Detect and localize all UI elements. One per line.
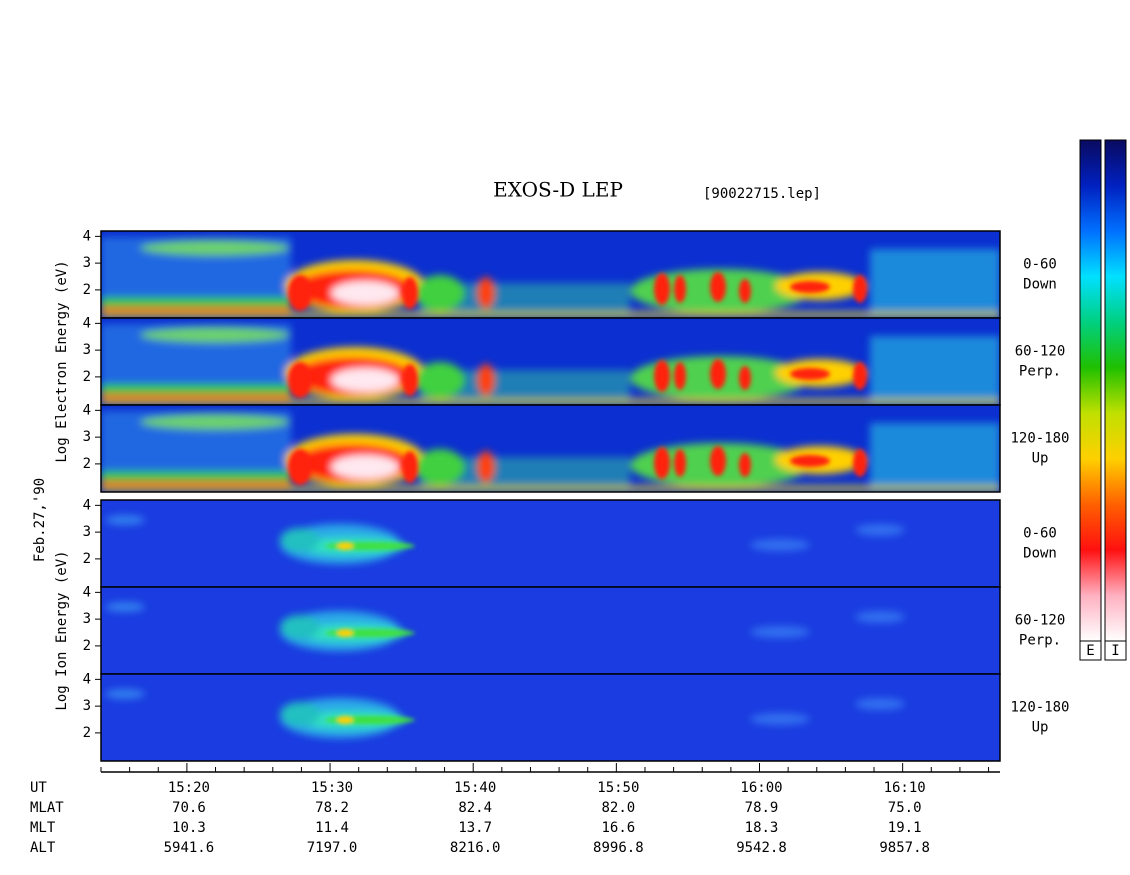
panel-label: Up [1032, 451, 1049, 467]
colorbar-label: I [1111, 643, 1119, 659]
orbit-value: 75.0 [888, 800, 922, 816]
date-label: Feb.27,'90 [32, 478, 48, 562]
y-tick-label: 3 [83, 255, 91, 271]
orbit-row-label: MLT [30, 820, 56, 836]
panel-label: 0-60 [1023, 526, 1057, 542]
panel-frame [100, 404, 1001, 493]
panel-label: 120-180 [1010, 700, 1069, 716]
y-tick-label: 2 [83, 551, 91, 567]
y-tick-label: 2 [83, 725, 91, 741]
orbit-row-label: ALT [30, 840, 56, 856]
x-tick-label: 15:30 [311, 780, 353, 796]
panel-label: Down [1023, 546, 1057, 562]
panel-label: 120-180 [1010, 431, 1069, 447]
spectrogram-panel [101, 231, 1000, 318]
y-tick-label: 4 [83, 497, 91, 513]
y-tick-label: 3 [83, 611, 91, 627]
colorbar-label-box [1104, 640, 1127, 661]
y-tick-label: 4 [83, 671, 91, 687]
spectrogram-panel [101, 587, 1000, 674]
orbit-value: 13.7 [458, 820, 492, 836]
y-tick-label: 2 [83, 638, 91, 654]
orbit-value: 78.9 [745, 800, 779, 816]
y-tick-label: 2 [83, 282, 91, 298]
spectrogram-panel [101, 318, 1000, 405]
y-axis-label: Log Ion Energy (eV) [54, 550, 70, 710]
orbit-value: 70.6 [172, 800, 206, 816]
y-tick-label: 4 [83, 315, 91, 331]
orbit-row-label: MLAT [30, 800, 64, 816]
orbit-value: 8216.0 [450, 840, 501, 856]
x-tick-label: 15:20 [168, 780, 210, 796]
colorbar-label: E [1086, 643, 1094, 659]
orbit-value: 18.3 [745, 820, 779, 836]
y-tick-label: 2 [83, 369, 91, 385]
panel-label: 60-120 [1015, 344, 1066, 360]
colorbar-label-box [1079, 640, 1102, 661]
panel-label: 60-120 [1015, 613, 1066, 629]
y-tick-label: 4 [83, 584, 91, 600]
spectrogram-panel [101, 674, 1000, 761]
orbit-value: 11.4 [315, 820, 349, 836]
file-label: [90022715.lep] [703, 186, 821, 202]
orbit-value: 7197.0 [307, 840, 358, 856]
y-axis-label: Log Electron Energy (eV) [54, 260, 70, 462]
y-tick-label: 3 [83, 429, 91, 445]
y-tick-label: 2 [83, 456, 91, 472]
chart-title: EXOS-D LEP [493, 178, 623, 202]
spectrogram-panel [101, 405, 1000, 492]
orbit-value: 10.3 [172, 820, 206, 836]
x-tick-label: 15:40 [454, 780, 496, 796]
panel-label: Down [1023, 277, 1057, 293]
colorbar [1079, 139, 1102, 642]
y-tick-label: 4 [83, 402, 91, 418]
panel-label: Perp. [1019, 364, 1061, 380]
orbit-value: 16.6 [601, 820, 635, 836]
orbit-value: 19.1 [888, 820, 922, 836]
y-tick-label: 4 [83, 228, 91, 244]
orbit-value: 9542.8 [736, 840, 787, 856]
x-tick-label: 15:50 [597, 780, 639, 796]
orbit-value: 82.0 [601, 800, 635, 816]
orbit-value: 9857.8 [879, 840, 930, 856]
panel-frame [100, 673, 1001, 762]
orbit-value: 5941.6 [164, 840, 215, 856]
orbit-value: 8996.8 [593, 840, 644, 856]
orbit-value: 78.2 [315, 800, 349, 816]
panel-label: Up [1032, 720, 1049, 736]
spectrogram-panel [101, 500, 1000, 587]
orbit-value: 82.4 [458, 800, 492, 816]
y-tick-label: 3 [83, 524, 91, 540]
panel-label: Perp. [1019, 633, 1061, 649]
orbit-row-label: UT [30, 780, 47, 796]
y-tick-label: 3 [83, 342, 91, 358]
panel-label: 0-60 [1023, 257, 1057, 273]
x-tick-label: 16:10 [884, 780, 926, 796]
x-tick-label: 16:00 [740, 780, 782, 796]
y-tick-label: 3 [83, 698, 91, 714]
colorbar [1104, 139, 1127, 642]
